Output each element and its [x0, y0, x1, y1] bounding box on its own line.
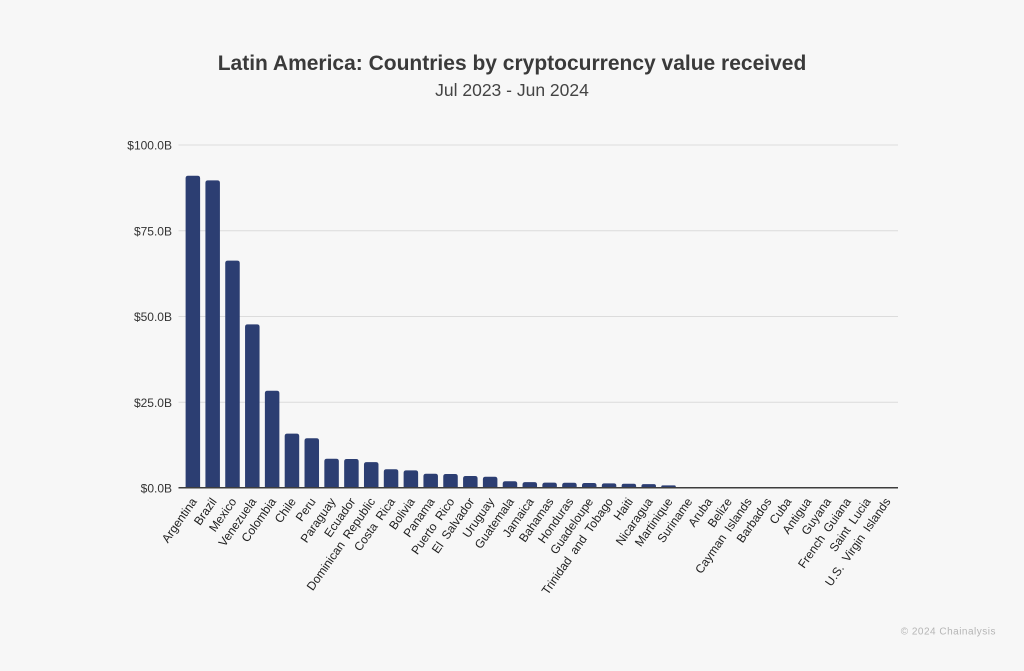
svg-text:Latin America: Countries by cr: Latin America: Countries by cryptocurren… [218, 52, 807, 75]
svg-text:$50.0B: $50.0B [134, 310, 172, 324]
svg-text:$100.0B: $100.0B [127, 139, 172, 153]
svg-text:Chile: Chile [272, 495, 299, 526]
svg-text:$0.0B: $0.0B [141, 482, 172, 496]
svg-text:Jul 2023 - Jun 2024: Jul 2023 - Jun 2024 [435, 80, 589, 100]
svg-text:$25.0B: $25.0B [134, 396, 172, 410]
svg-text:$75.0B: $75.0B [134, 224, 172, 238]
svg-text:© 2024 Chainalysis: © 2024 Chainalysis [901, 627, 996, 638]
